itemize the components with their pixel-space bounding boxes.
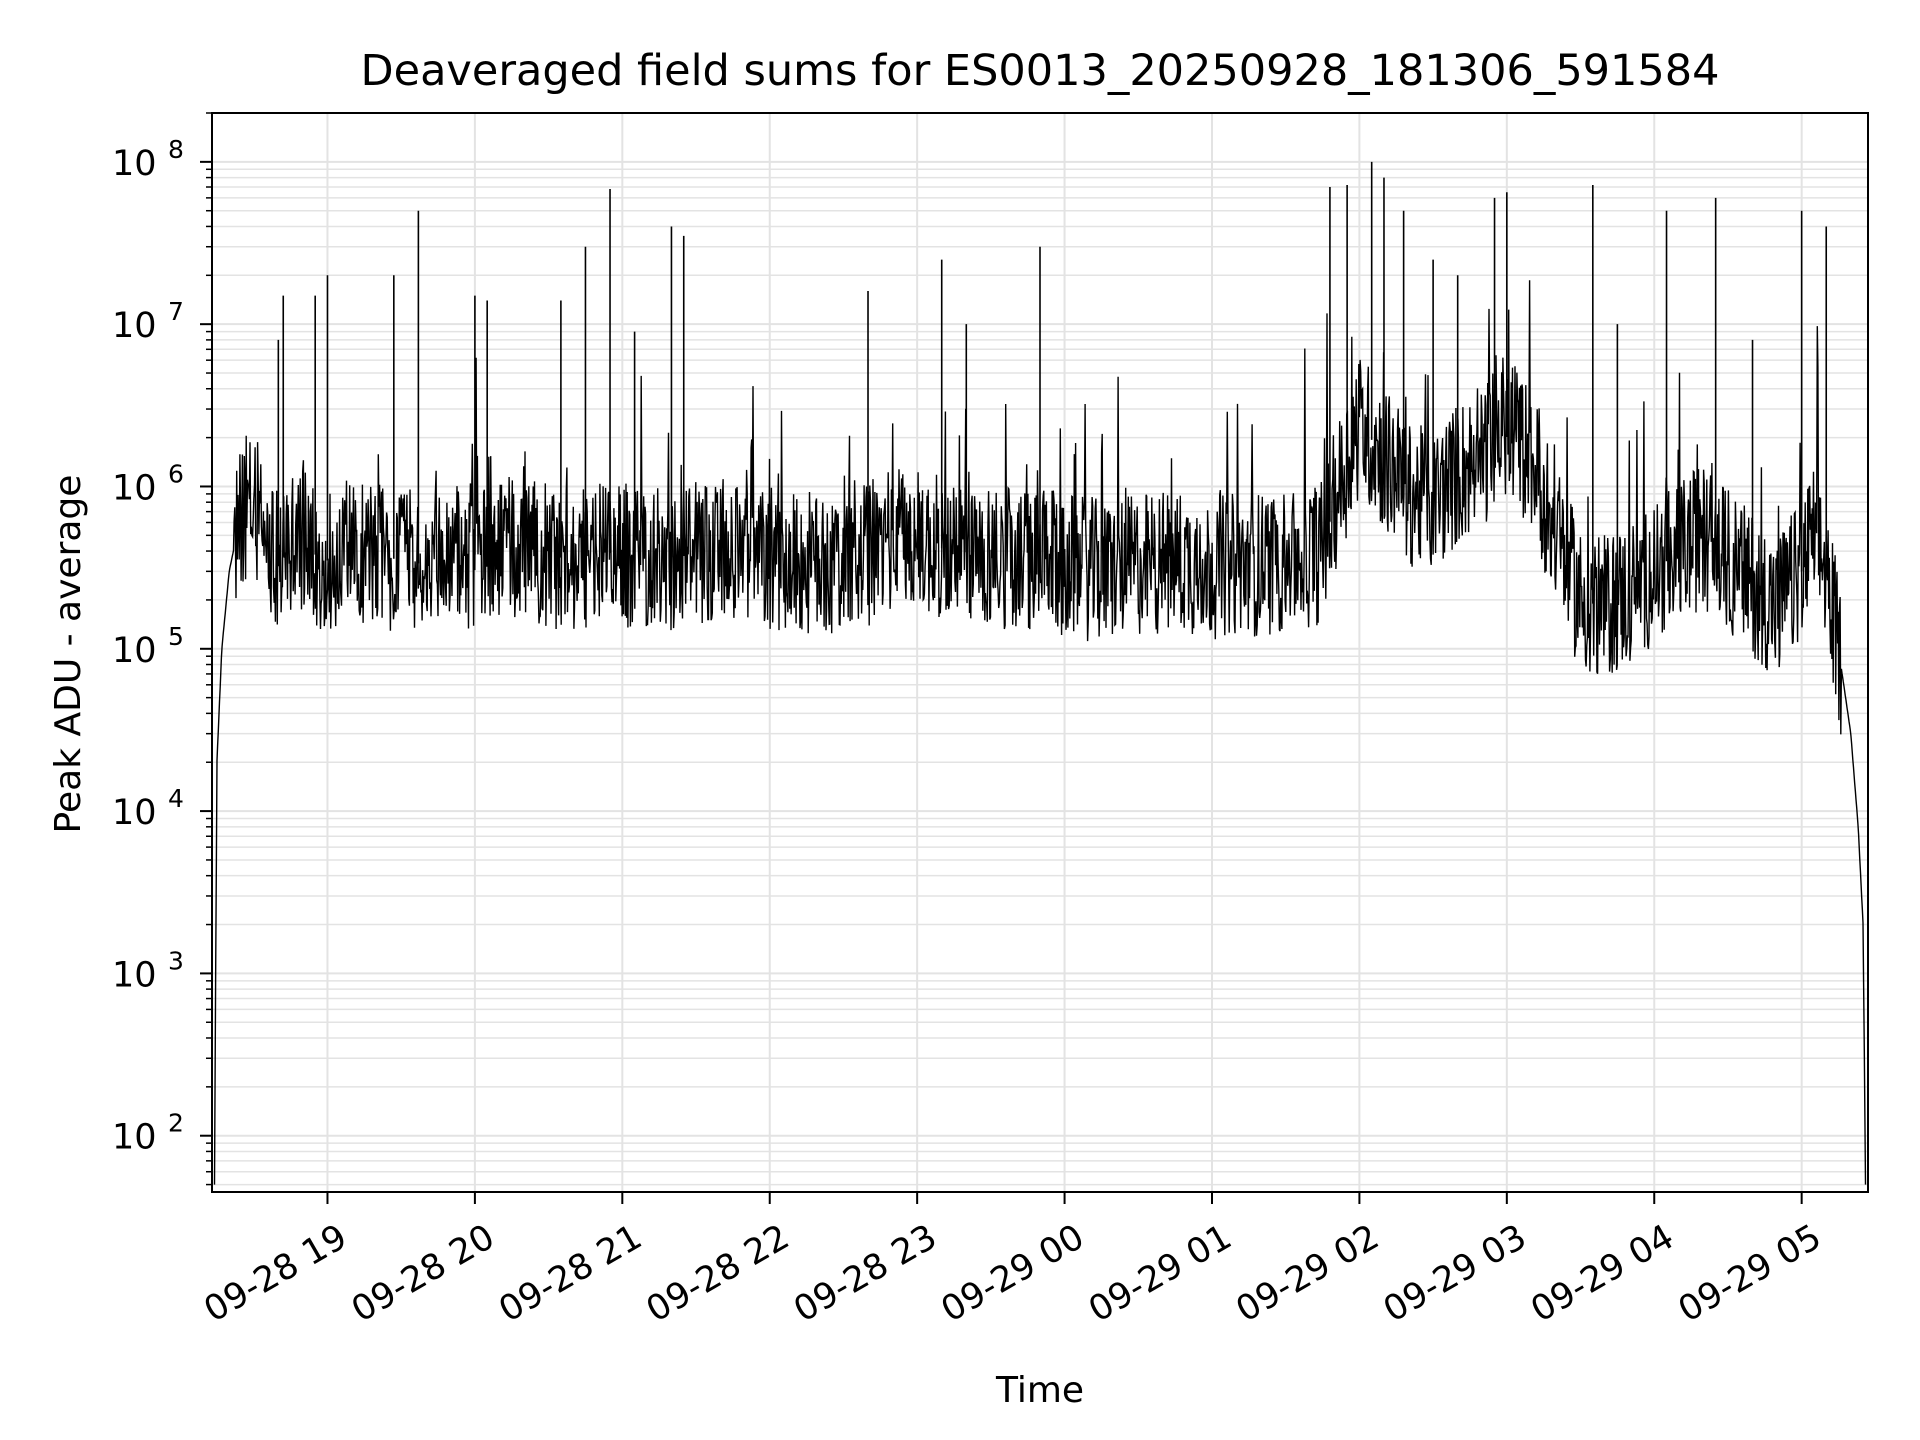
- plot-frame: [211, 112, 1869, 1193]
- series-layer: [213, 161, 1867, 1185]
- y-axis-title: Peak ADU - average: [48, 475, 89, 834]
- chart-title: Deaveraged field sums for ES0013_2025092…: [361, 46, 1720, 96]
- x-axis-title: Time: [995, 1370, 1084, 1411]
- y-tick-label: 10 4: [112, 784, 184, 833]
